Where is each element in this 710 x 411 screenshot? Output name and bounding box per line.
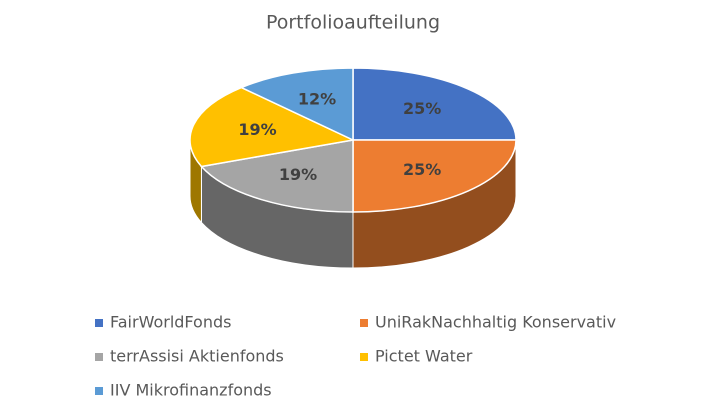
slice (239, 67, 354, 142)
legend-label: IIV Mikrofinanzfonds (110, 381, 272, 400)
legend-swatch (95, 387, 103, 395)
legend-label: terrAssisi Aktienfonds (110, 347, 284, 366)
legend-swatch (95, 353, 103, 361)
data-label: 25% (403, 99, 441, 118)
data-label: 19% (279, 165, 317, 184)
chart-title: Portfolioaufteilung (266, 12, 440, 34)
slice (352, 139, 517, 213)
data-label: 25% (403, 160, 441, 179)
legend-swatch (360, 319, 368, 327)
legend-swatch (95, 319, 103, 327)
legend-label: Pictet Water (375, 347, 473, 366)
slice (189, 86, 356, 168)
legend-swatch (360, 353, 368, 361)
legend-label: FairWorldFonds (110, 313, 231, 332)
data-label: 12% (298, 89, 336, 108)
data-label: 19% (238, 120, 276, 139)
slice (199, 139, 354, 213)
legend-label: UniRakNachhaltig Konservativ (375, 313, 616, 332)
slice (352, 67, 517, 141)
